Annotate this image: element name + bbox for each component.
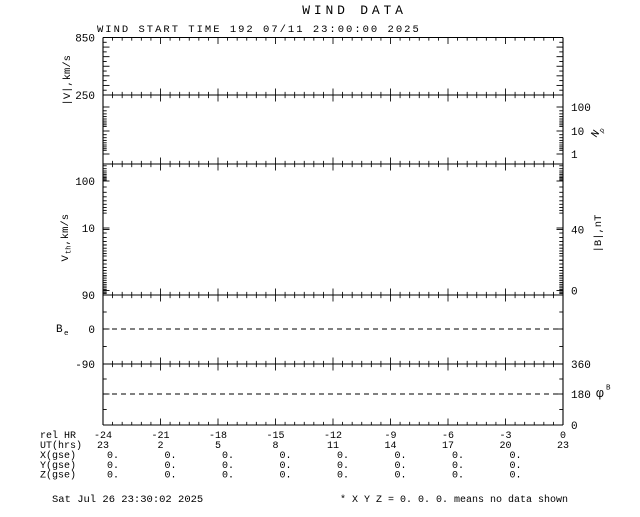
svg-text:0.: 0. [452,471,464,482]
svg-text:10: 10 [82,224,95,236]
svg-text:1: 1 [571,150,578,162]
svg-text:Z(gse): Z(gse) [40,470,76,482]
svg-text:5: 5 [215,441,221,452]
svg-text:0: 0 [571,421,578,433]
svg-text:B: B [606,385,611,393]
svg-text:B: B [56,324,63,336]
svg-text:360: 360 [571,360,591,372]
svg-text:0.: 0. [509,471,521,482]
svg-text:WIND START TIME 192 07/11 23:0: WIND START TIME 192 07/11 23:00:00 2025 [97,24,421,36]
svg-text:0.: 0. [107,471,119,482]
svg-text:0: 0 [571,287,578,299]
svg-text:th: th [66,246,74,254]
svg-text:40: 40 [571,226,584,238]
svg-text:e: e [64,330,69,338]
svg-text:-90: -90 [75,360,95,372]
svg-text:0.: 0. [222,471,234,482]
svg-text:2: 2 [157,441,163,452]
svg-text:850: 850 [75,34,95,46]
svg-text:,km/s: ,km/s [60,214,72,246]
svg-text:|V|,km/s: |V|,km/s [62,55,74,105]
svg-text:WIND DATA: WIND DATA [302,3,406,18]
svg-text:23: 23 [557,441,569,452]
svg-text:|B|,nT: |B|,nT [593,215,605,253]
svg-text:0.: 0. [394,471,406,482]
svg-text:0.: 0. [164,471,176,482]
svg-text:V: V [60,255,72,262]
svg-text:0.: 0. [337,471,349,482]
svg-text:100: 100 [75,177,95,189]
svg-text:100: 100 [571,103,591,115]
svg-text:* X Y Z = 0. 0. 0. means no da: * X Y Z = 0. 0. 0. means no data shown [340,494,568,506]
svg-text:φ: φ [596,386,604,401]
svg-text:8: 8 [272,441,278,452]
svg-text:0: 0 [88,325,95,337]
svg-text:180: 180 [571,390,591,402]
svg-text:90: 90 [82,291,95,303]
svg-text:Sat Jul 26 23:30:02 2025: Sat Jul 26 23:30:02 2025 [52,494,203,506]
svg-text:250: 250 [75,91,95,103]
svg-text:0.: 0. [279,471,291,482]
svg-text:10: 10 [571,127,584,139]
